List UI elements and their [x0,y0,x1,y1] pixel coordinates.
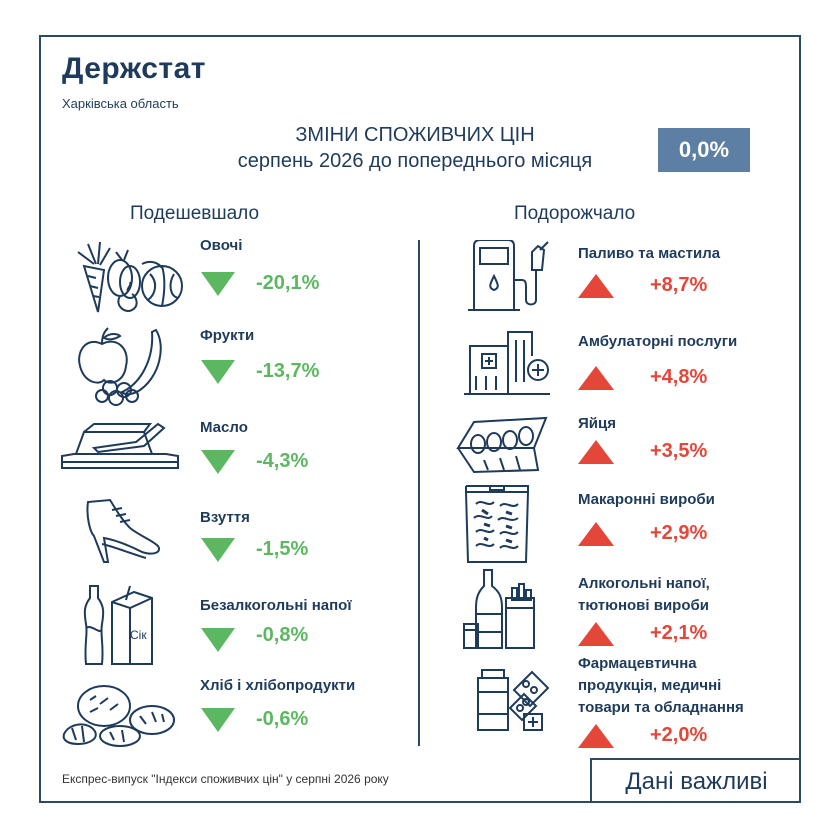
column-divider [418,240,420,746]
alcohol-tobacco-icon [463,569,535,649]
item-label-pharmacy-line1: Фармацевтична [578,655,697,672]
item-value-eggs: +3,5% [650,440,708,462]
item-label-fruits: Фрукти [200,327,255,344]
data-matters-badge: Дані важливі [590,758,801,803]
infographic-frame [39,35,801,803]
total-change-badge: 0,0% [658,128,750,172]
down-arrow-icon [201,272,235,296]
item-label-shoes: Взуття [200,509,250,526]
item-value-fuel: +8,7% [650,274,708,296]
item-value-bread: -0,6% [256,708,309,730]
item-value-fruits: -13,7% [256,360,320,382]
item-value-soft-drinks: -0,8% [256,624,309,646]
fruits-icon [78,327,162,406]
pharmacy-icon [477,669,550,731]
up-arrow-icon [578,724,614,748]
juice-box-label: Сік [130,628,147,642]
item-label-soft-drinks: Безалкогольні напої [200,597,352,614]
item-label-pharmacy-line2: продукція, медичні [578,677,722,694]
item-label-alcohol-line1: Алкогольні напої, [578,575,710,592]
shoes-icon [86,498,160,563]
fuel-pump-icon [468,240,549,311]
item-value-outpatient: +4,8% [650,366,708,388]
hospital-icon [464,331,550,395]
item-label-pharmacy-line3: товари та обладнання [578,699,744,716]
item-label-bread: Хліб і хлібопродукти [200,677,356,694]
item-value-vegetables: -20,1% [256,272,320,294]
pasta-icon [464,485,530,563]
up-arrow-icon [578,522,614,546]
item-value-pharmacy: +2,0% [650,724,708,746]
item-value-shoes: -1,5% [256,538,309,560]
down-arrow-icon [201,628,235,652]
bread-icon [62,685,175,747]
brand-title: Держстат [62,52,206,85]
down-arrow-icon [201,708,235,732]
item-value-pasta: +2,9% [650,522,708,544]
down-arrow-icon [201,538,235,562]
item-label-vegetables: Овочі [200,237,243,254]
down-arrow-icon [201,450,235,474]
eggs-icon [456,416,548,474]
soft-drinks-icon [83,585,153,665]
butter-icon [61,422,179,469]
item-label-butter: Масло [200,419,248,436]
pricier-heading: Подорожчало [514,203,636,224]
up-arrow-icon [578,366,614,390]
page-subtitle: серпень 2026 до попереднього місяця [237,150,593,172]
up-arrow-icon [578,274,614,298]
down-arrow-icon [201,360,235,384]
item-label-outpatient: Амбулаторні послуги [578,333,738,350]
item-label-alcohol-line2: тютюнові вироби [578,597,709,614]
item-value-alcohol: +2,1% [650,622,708,644]
up-arrow-icon [578,622,614,646]
cheaper-heading: Подешевшало [130,203,260,224]
up-arrow-icon [578,440,614,464]
item-label-eggs: Яйця [578,415,616,432]
item-label-fuel: Паливо та мастила [578,245,721,262]
vegetables-icon [77,241,183,313]
item-value-butter: -4,3% [256,450,309,472]
source-note: Експрес-випуск "Індекси споживчих цін" у… [62,772,389,786]
region-label: Харківська область [62,96,179,111]
page-title: ЗМІНИ СПОЖИВЧИХ ЦІН [295,124,535,146]
item-label-pasta: Макаронні вироби [578,491,715,508]
